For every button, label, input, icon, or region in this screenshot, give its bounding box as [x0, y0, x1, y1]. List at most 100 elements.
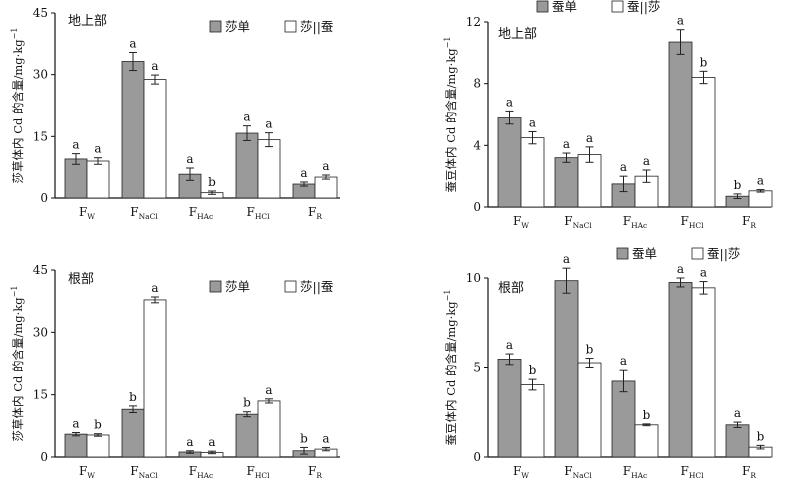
y-tick-label: 45 — [33, 263, 48, 277]
legend-label: 莎||蚕 — [300, 19, 334, 34]
y-tick-label: 10 — [466, 271, 481, 285]
significance-letter: a — [700, 266, 707, 280]
bar — [257, 400, 281, 458]
bar — [634, 424, 659, 458]
bar — [520, 384, 545, 458]
x-tick-label-subscript: HCl — [255, 471, 270, 480]
y-tick-label: 15 — [33, 388, 48, 402]
panel-label: 根部 — [68, 272, 94, 287]
significance-letter: a — [529, 115, 536, 129]
y-tick-label: 30 — [33, 68, 48, 82]
x-tick-label-subscript: R — [316, 471, 322, 480]
x-tick-label-subscript: HAc — [631, 221, 647, 230]
y-axis-label: 莎草体内 Cd 的含量/mg·kg−1 — [10, 286, 25, 442]
y-tick-label: 12 — [466, 15, 481, 29]
x-tick-label: FW — [79, 205, 95, 221]
bar — [577, 362, 602, 458]
x-tick-label: FR — [308, 205, 322, 221]
y-tick-label: 5 — [473, 361, 481, 375]
x-tick-label-main: F — [79, 205, 87, 219]
x-tick-label: FNaCl — [130, 205, 158, 221]
x-tick-label-main: F — [623, 464, 631, 478]
x-tick-label: FNaCl — [564, 214, 592, 230]
panel-label: 地上部 — [498, 27, 537, 42]
x-tick-label-main: F — [189, 464, 197, 478]
x-tick-label-subscript: W — [521, 221, 529, 230]
x-tick-label-main: F — [680, 464, 688, 478]
x-tick-label-main: F — [680, 214, 688, 228]
bar — [554, 157, 579, 208]
x-tick-label-subscript: R — [750, 221, 756, 230]
significance-letter: b — [208, 175, 216, 189]
bar — [235, 413, 259, 458]
bar — [64, 158, 88, 199]
significance-letter: a — [265, 383, 272, 397]
x-tick-label-main: F — [623, 214, 631, 228]
significance-letter: a — [506, 338, 513, 352]
x-tick-label: FHCl — [246, 464, 270, 480]
legend-label: 蚕||莎 — [707, 246, 740, 261]
x-tick-label-subscript: W — [87, 212, 95, 221]
legend-swatch — [209, 20, 222, 33]
bar — [143, 79, 167, 199]
legend-swatch — [616, 247, 629, 260]
x-tick-label-main: F — [79, 464, 87, 478]
x-tick-label-main: F — [564, 214, 572, 228]
significance-letter: a — [563, 252, 570, 266]
x-tick-label: FHAc — [189, 205, 214, 221]
significance-letter: b — [586, 343, 594, 357]
bar — [725, 424, 750, 458]
x-tick-label-subscript: HCl — [255, 212, 270, 221]
significance-letter: a — [129, 36, 136, 50]
y-tick-label: 15 — [33, 129, 48, 143]
bar — [668, 41, 693, 208]
bar — [497, 117, 522, 208]
bar — [121, 408, 145, 458]
x-tick-label-subscript: NaCl — [139, 471, 159, 480]
significance-letter: a — [94, 142, 101, 156]
x-tick-label-subscript: HAc — [197, 212, 213, 221]
significance-letter: a — [243, 110, 250, 124]
x-tick-label: FNaCl — [564, 464, 592, 480]
legend-label: 蚕单 — [552, 0, 577, 14]
bar — [86, 434, 110, 458]
y-tick-label: 0 — [473, 450, 481, 464]
significance-letter: a — [586, 131, 593, 145]
legend-label: 蚕单 — [632, 246, 657, 261]
y-axis-label-superscript: −1 — [443, 37, 452, 49]
x-tick-label: FHCl — [246, 205, 270, 221]
x-tick-label-subscript: R — [316, 212, 322, 221]
significance-letter: a — [208, 435, 215, 449]
x-tick-label: FNaCl — [130, 464, 158, 480]
x-tick-label-main: F — [246, 464, 254, 478]
bar — [257, 139, 281, 199]
significance-letter: a — [620, 354, 627, 368]
bar — [64, 433, 88, 458]
legend-label: 莎||蚕 — [300, 279, 334, 294]
significance-letter: a — [151, 59, 158, 73]
y-axis-label: 莎草体内 Cd 的含量/mg·kg−1 — [10, 28, 25, 184]
significance-letter: b — [129, 390, 137, 404]
x-tick-label: FR — [742, 214, 756, 230]
y-axis-label-superscript: −1 — [443, 290, 452, 302]
x-tick-label-subscript: NaCl — [573, 221, 593, 230]
x-tick-label-main: F — [189, 205, 197, 219]
bar — [554, 280, 579, 458]
bar — [143, 299, 167, 458]
bar — [497, 359, 522, 458]
bar — [668, 282, 693, 458]
x-tick-label: FW — [79, 464, 95, 480]
significance-letter: a — [563, 137, 570, 151]
significance-letter: b — [300, 431, 308, 445]
x-tick-label-main: F — [742, 464, 750, 478]
significance-letter: b — [757, 429, 765, 443]
significance-letter: a — [506, 95, 513, 109]
panel-label: 根部 — [498, 281, 524, 296]
legend-swatch — [691, 247, 704, 260]
x-tick-label-subscript: R — [750, 471, 756, 480]
y-axis-label-text: 蚕豆体内 Cd 的含量/mg·kg — [444, 48, 458, 193]
x-tick-label-subscript: HCl — [689, 221, 704, 230]
significance-letter: a — [734, 406, 741, 420]
x-tick-label-subscript: NaCl — [139, 212, 159, 221]
